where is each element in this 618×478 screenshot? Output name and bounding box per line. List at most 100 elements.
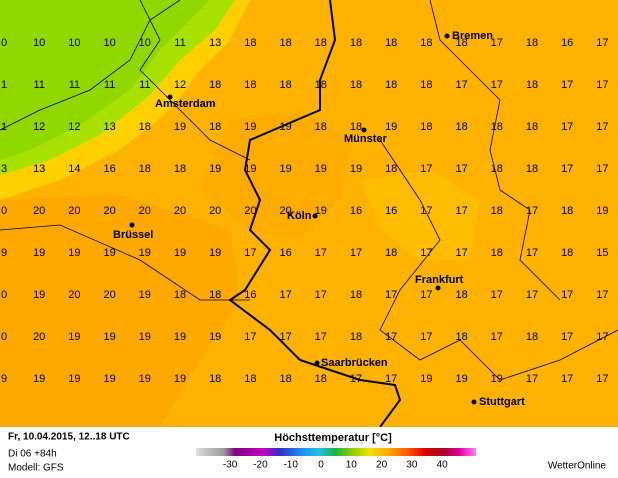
legend-tick-label: 30 xyxy=(406,460,418,471)
coastline xyxy=(0,0,181,131)
grid-value: 17 xyxy=(561,331,573,343)
grid-value: 17 xyxy=(385,373,397,385)
grid-value: 17 xyxy=(596,121,608,133)
grid-value: 17 xyxy=(385,289,397,301)
grid-value: 17 xyxy=(526,247,538,259)
grid-value: 18 xyxy=(315,79,327,91)
grid-value: 20 xyxy=(103,289,115,301)
grid-value: 17 xyxy=(561,163,573,175)
brand: WetterOnline xyxy=(548,461,607,472)
grid-value: 11 xyxy=(174,37,185,49)
grid-value: 18 xyxy=(350,331,362,343)
grid-value: 19 xyxy=(139,373,151,385)
grid-value: 19 xyxy=(279,121,291,133)
grid-value: 10 xyxy=(68,37,80,49)
city-label: Bremen xyxy=(452,30,493,42)
grid-value: 19 xyxy=(68,373,80,385)
grid-value: 17 xyxy=(596,163,608,175)
grid-value: 11 xyxy=(104,79,115,91)
grid-value: 18 xyxy=(385,79,397,91)
grid-value: 18 xyxy=(244,79,256,91)
grid-value: 1 xyxy=(1,79,7,91)
grid-value: 18 xyxy=(455,331,467,343)
grid-value: 18 xyxy=(455,121,467,133)
city-label: Köln xyxy=(287,210,312,222)
city-dot xyxy=(435,285,441,291)
grid-value: 19 xyxy=(33,373,45,385)
grid-value: 17 xyxy=(561,289,573,301)
grid-value: 15 xyxy=(596,247,608,259)
grid-value: 19 xyxy=(68,247,80,259)
grid-value: 13 xyxy=(209,37,221,49)
grid-value: 19 xyxy=(174,331,186,343)
grid-value: 20 xyxy=(33,331,45,343)
grid-value: 11 xyxy=(33,79,44,91)
grid-value: 18 xyxy=(315,373,327,385)
grid-value: 19 xyxy=(244,163,256,175)
legend-tick-label: 10 xyxy=(346,460,358,471)
grid-value: 18 xyxy=(385,247,397,259)
grid-value: 17 xyxy=(455,247,467,259)
grid-value: 10 xyxy=(33,37,45,49)
grid-value: 19 xyxy=(209,331,221,343)
grid-value: 17 xyxy=(420,331,432,343)
grid-value: 16 xyxy=(385,205,397,217)
country-border xyxy=(228,0,402,428)
grid-value: 17 xyxy=(491,79,503,91)
grid-value: 18 xyxy=(491,121,503,133)
grid-value: 17 xyxy=(279,289,291,301)
grid-value: 19 xyxy=(103,247,115,259)
legend-tick-label: -10 xyxy=(283,460,298,471)
grid-value: 16 xyxy=(244,289,256,301)
grid-value: 17 xyxy=(526,373,538,385)
grid-value: 17 xyxy=(561,373,573,385)
grid-value: 18 xyxy=(491,205,503,217)
warm-zone xyxy=(0,195,240,427)
legend-tick-label: 0 xyxy=(318,460,324,471)
grid-value: 20 xyxy=(209,205,221,217)
city-dot xyxy=(444,33,450,39)
grid-value: 18 xyxy=(561,205,573,217)
grid-value: 0 xyxy=(1,37,7,49)
grid-value: 18 xyxy=(209,373,221,385)
grid-value: 17 xyxy=(350,247,362,259)
grid-value: 18 xyxy=(350,289,362,301)
grid-value: 19 xyxy=(350,163,362,175)
grid-value: 18 xyxy=(526,37,538,49)
legend-tick-label: -30 xyxy=(223,460,238,471)
city-label: Saarbrücken xyxy=(321,357,388,369)
grid-value: 17 xyxy=(244,331,256,343)
grid-value: 10 xyxy=(139,37,151,49)
grid-value: 18 xyxy=(279,373,291,385)
grid-value: 3 xyxy=(1,163,7,175)
grid-value: 19 xyxy=(68,331,80,343)
grid-value: 18 xyxy=(209,121,221,133)
grid-value: 18 xyxy=(561,247,573,259)
grid-value: 18 xyxy=(244,37,256,49)
green-zone-inner xyxy=(0,0,210,160)
city-dot xyxy=(471,399,477,405)
grid-value: 20 xyxy=(103,205,115,217)
city-dot xyxy=(314,360,320,366)
grid-value: 19 xyxy=(385,121,397,133)
grid-value: 17 xyxy=(561,121,573,133)
run-label: Di 06 +84h xyxy=(8,449,57,460)
grid-value: 18 xyxy=(139,163,151,175)
grid-value: 17 xyxy=(596,37,608,49)
grid-value: 17 xyxy=(385,331,397,343)
grid-value: 18 xyxy=(526,163,538,175)
grid-value: 9 xyxy=(1,373,7,385)
grid-value: 18 xyxy=(174,289,186,301)
grid-value: 20 xyxy=(68,289,80,301)
city-label: Amsterdam xyxy=(155,98,216,110)
grid-value: 19 xyxy=(596,205,608,217)
grid-value: 18 xyxy=(244,373,256,385)
grid-value: 17 xyxy=(455,205,467,217)
grid-value: 18 xyxy=(385,37,397,49)
grid-value: 17 xyxy=(596,79,608,91)
grid-value: 17 xyxy=(561,79,573,91)
legend-title: Höchsttemperatur [°C] xyxy=(274,432,392,444)
grid-value: 18 xyxy=(385,163,397,175)
legend-tick-label: 40 xyxy=(437,460,449,471)
grid-value: 18 xyxy=(350,121,362,133)
